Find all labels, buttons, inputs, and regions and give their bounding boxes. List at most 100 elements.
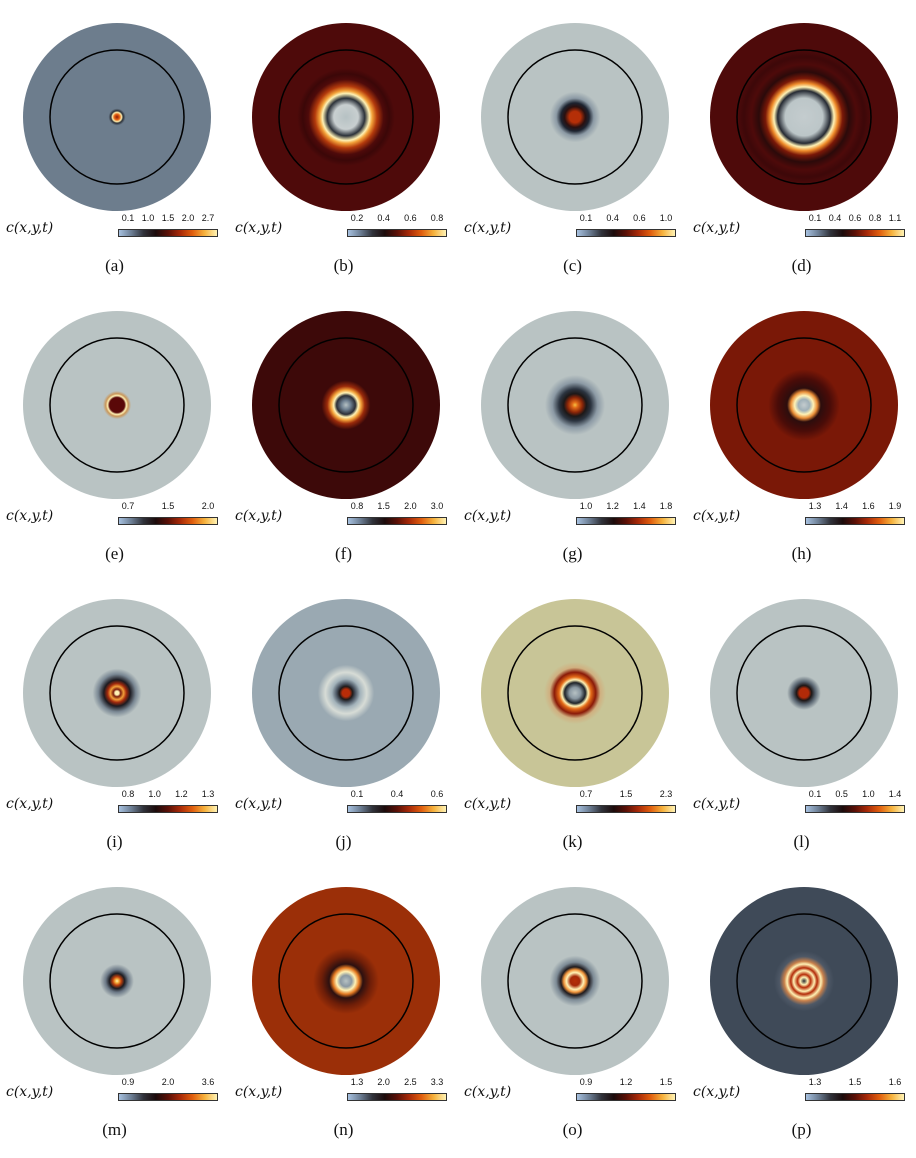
concentration-field: [252, 887, 440, 1075]
colorbar: [576, 805, 676, 813]
colorbar-tick-label: 1.2: [619, 1077, 633, 1087]
colorbar-tick-label: 0.4: [377, 213, 390, 223]
colorbar-tick-label: 1.0: [862, 789, 875, 799]
colorbar: [805, 1093, 905, 1101]
panel-n: c(x,y,t) 1.3 2.0 2.5 3.3 (n): [229, 870, 458, 1158]
colorbar-tick-label: 0.6: [633, 213, 646, 223]
colorbar-tick-label: 0.6: [848, 213, 862, 223]
variable-label: c(x,y,t): [464, 1084, 512, 1100]
concentration-field: [23, 887, 211, 1075]
inner-boundary-circle: [49, 913, 185, 1049]
colorbar-tick-label: 1.0: [141, 213, 155, 223]
colorbar: [805, 805, 905, 813]
variable-label: c(x,y,t): [693, 796, 741, 812]
colorbar: [805, 517, 905, 525]
colorbar-tick-label: 2.0: [404, 501, 417, 511]
colorbar-tick-label: 2.0: [377, 1077, 390, 1087]
colorbar-tick-label: 1.0: [659, 213, 673, 223]
colorbar-tick-label: 0.1: [808, 213, 822, 223]
concentration-disk: [481, 887, 669, 1075]
variable-label: c(x,y,t): [6, 796, 54, 812]
colorbar-tick-label: 1.5: [659, 1077, 673, 1087]
concentration-disk: [252, 311, 440, 499]
colorbar-tick-label: 2.0: [181, 213, 195, 223]
colorbar-tick-label: 0.4: [606, 213, 619, 223]
colorbar-tick-label: 1.0: [579, 501, 593, 511]
concentration-field: [252, 23, 440, 211]
inner-boundary-circle: [736, 49, 872, 185]
panel-caption: (a): [105, 256, 124, 275]
panel-caption: (h): [791, 544, 812, 563]
concentration-disk: [252, 23, 440, 211]
variable-label: c(x,y,t): [6, 220, 54, 236]
variable-label: c(x,y,t): [235, 508, 283, 524]
concentration-field: [710, 311, 898, 499]
colorbar-tick-label: 1.4: [888, 789, 902, 799]
colorbar-tick-label: 0.8: [868, 213, 882, 223]
colorbar-tick-label: 1.5: [161, 213, 175, 223]
colorbar-tick-label: 3.3: [430, 1077, 444, 1087]
panel-caption: (p): [791, 1120, 812, 1139]
concentration-disk: [710, 311, 898, 499]
concentration-disk: [23, 599, 211, 787]
panel-b: c(x,y,t) 0.2 0.4 0.6 0.8 (b): [229, 6, 458, 294]
concentration-field: [252, 311, 440, 499]
concentration-field: [710, 599, 898, 787]
panel-d: c(x,y,t) 0.1 0.4 0.6 0.8 1.1 (d): [687, 6, 916, 294]
inner-boundary-circle: [736, 337, 872, 473]
panel-caption: (d): [791, 256, 812, 275]
colorbar-tick-label: 0.6: [430, 789, 444, 799]
colorbar-tick-label: 0.8: [350, 501, 364, 511]
inner-boundary-circle: [507, 49, 643, 185]
inner-boundary-circle: [49, 337, 185, 473]
colorbar-ticks: 0.8 1.0 1.2 1.3: [118, 789, 218, 801]
variable-label: c(x,y,t): [6, 508, 54, 524]
colorbar-tick-label: 1.8: [659, 501, 673, 511]
concentration-disk: [23, 311, 211, 499]
colorbar-tick-label: 1.5: [619, 789, 633, 799]
colorbar-ticks: 1.3 1.4 1.6 1.9: [805, 501, 905, 513]
inner-boundary-circle: [49, 49, 185, 185]
concentration-field: [252, 599, 440, 787]
panel-caption: (m): [102, 1120, 127, 1139]
colorbar-ticks: 0.1 0.4 0.6 1.0: [576, 213, 676, 225]
colorbar-tick-label: 2.3: [659, 789, 673, 799]
panel-caption: (e): [105, 544, 124, 563]
panel-k: c(x,y,t) 0.7 1.5 2.3 (k): [458, 582, 687, 870]
colorbar-tick-label: 0.1: [808, 789, 822, 799]
colorbar-ticks: 0.2 0.4 0.6 0.8: [347, 213, 447, 225]
concentration-disk: [481, 23, 669, 211]
panel-caption: (o): [562, 1120, 583, 1139]
concentration-disk: [710, 23, 898, 211]
panel-f: c(x,y,t) 0.8 1.5 2.0 3.0 (f): [229, 294, 458, 582]
colorbar: [576, 517, 676, 525]
colorbar-tick-label: 1.2: [175, 789, 188, 799]
concentration-field: [710, 23, 898, 211]
colorbar-tick-label: 0.8: [430, 213, 444, 223]
colorbar-tick-label: 0.4: [390, 789, 404, 799]
colorbar: [118, 805, 218, 813]
colorbar-tick-label: 0.7: [579, 789, 593, 799]
colorbar-tick-label: 2.5: [404, 1077, 417, 1087]
colorbar-tick-label: 0.9: [579, 1077, 593, 1087]
colorbar-tick-label: 0.1: [579, 213, 593, 223]
colorbar-tick-label: 2.0: [201, 501, 215, 511]
colorbar: [347, 517, 447, 525]
variable-label: c(x,y,t): [464, 220, 512, 236]
concentration-disk: [23, 23, 211, 211]
colorbar-tick-label: 0.1: [121, 213, 135, 223]
variable-label: c(x,y,t): [235, 796, 283, 812]
concentration-disk: [481, 599, 669, 787]
panel-caption: (b): [333, 256, 354, 275]
colorbar-tick-label: 0.1: [350, 789, 364, 799]
colorbar-ticks: 1.3 1.5 1.6: [805, 1077, 905, 1089]
panel-g: c(x,y,t) 1.0 1.2 1.4 1.8 (g): [458, 294, 687, 582]
colorbar-tick-label: 1.3: [808, 501, 822, 511]
colorbar-ticks: 0.9 2.0 3.6: [118, 1077, 218, 1089]
colorbar: [347, 229, 447, 237]
colorbar-ticks: 1.3 2.0 2.5 3.3: [347, 1077, 447, 1089]
concentration-field: [481, 599, 669, 787]
panel-e: c(x,y,t) 0.7 1.5 2.0 (e): [0, 294, 229, 582]
inner-boundary-circle: [736, 625, 872, 761]
inner-boundary-circle: [507, 913, 643, 1049]
